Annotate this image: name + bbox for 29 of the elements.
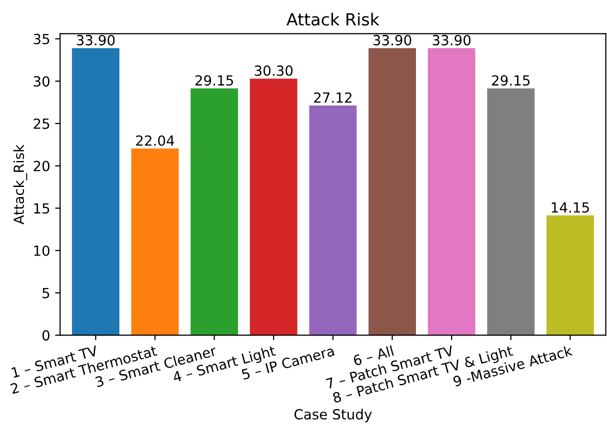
data-label: 27.12 <box>314 92 352 103</box>
bar <box>368 48 416 336</box>
bar <box>487 88 535 336</box>
bar <box>309 106 357 336</box>
y-tick-label: 30 <box>34 76 50 87</box>
y-tick-label: 35 <box>34 34 50 44</box>
bar <box>546 215 594 336</box>
y-tick-label: 25 <box>34 118 50 129</box>
y-tick-label: 20 <box>34 160 50 172</box>
bar <box>190 88 238 336</box>
data-label: 33.90 <box>432 34 471 46</box>
y-tick-label: 5 <box>42 288 50 298</box>
chart-title: Attack Risk <box>286 12 380 26</box>
data-label: 29.15 <box>195 75 233 86</box>
data-label: 29.15 <box>492 75 530 86</box>
bar <box>72 48 120 336</box>
x-axis-title: Case Study <box>294 408 372 422</box>
data-label: 30.30 <box>254 65 293 76</box>
data-label: 22.04 <box>136 135 174 146</box>
bar <box>250 78 298 336</box>
bar <box>131 148 179 336</box>
y-tick-label: 0 <box>42 330 50 341</box>
data-label: 14.15 <box>552 202 589 213</box>
data-label: 33.90 <box>76 34 115 46</box>
y-tick-label: 10 <box>34 245 50 256</box>
bar <box>428 48 476 336</box>
y-tick-label: 15 <box>34 203 50 214</box>
data-label: 33.90 <box>373 34 412 46</box>
y-axis-title: Attack_Risk <box>13 144 28 224</box>
